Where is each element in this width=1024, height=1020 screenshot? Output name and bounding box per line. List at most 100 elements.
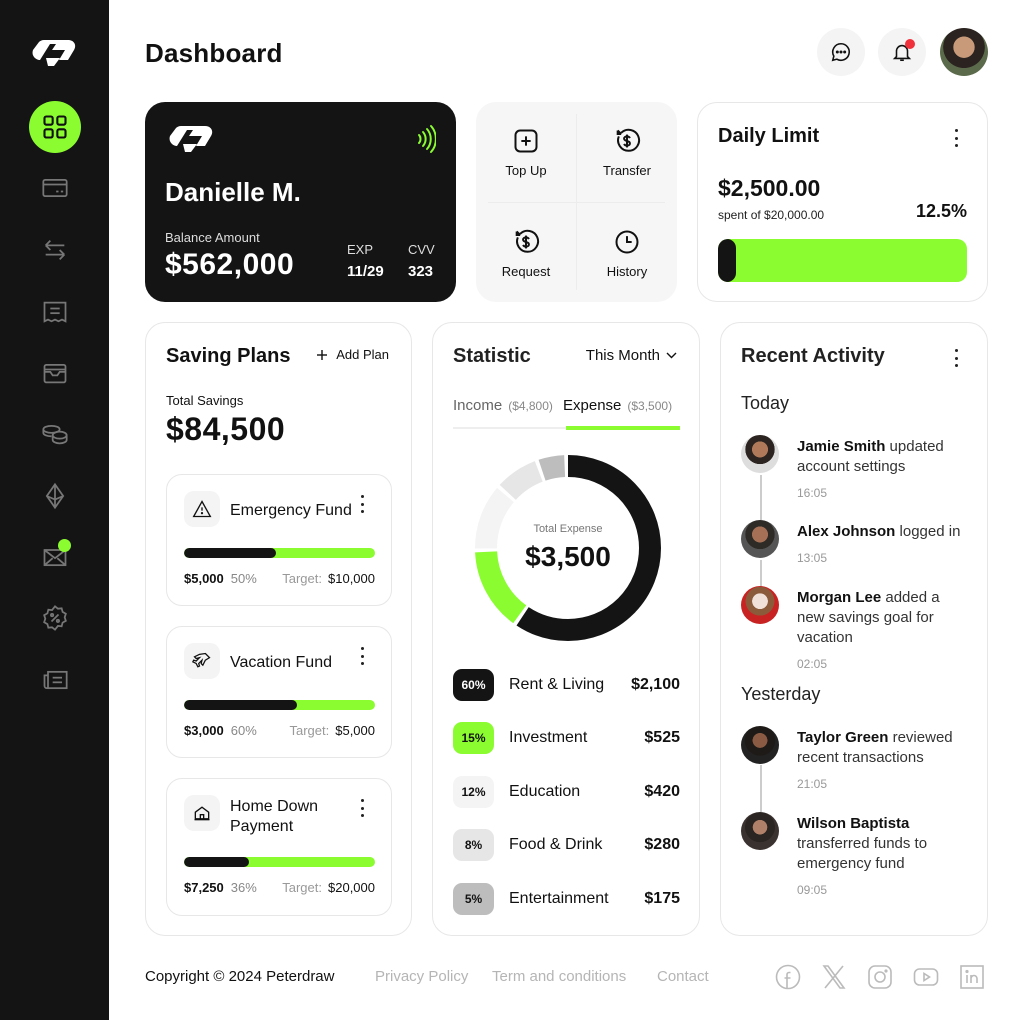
daily-limit-progress [718, 239, 967, 282]
period-dropdown[interactable]: This Month [586, 347, 677, 364]
sidebar-item-news[interactable] [29, 654, 81, 706]
more-options-icon[interactable] [359, 647, 365, 665]
group-label-today: Today [741, 393, 790, 413]
cvv-label: CVV [408, 242, 435, 257]
more-options-icon[interactable] [953, 129, 959, 147]
sidebar-item-coins[interactable] [29, 408, 81, 460]
balance-label: Balance Amount [165, 230, 260, 245]
plan-target: $20,000 [328, 880, 375, 895]
wallet-icon [43, 363, 67, 384]
legend-name: Entertainment [509, 890, 609, 907]
plan-card[interactable]: Home Down Payment $7,250 36% Target: $20… [166, 778, 392, 916]
plan-saved: $3,000 [184, 723, 224, 738]
total-expense-value: $3,500 [525, 541, 611, 572]
more-options-icon[interactable] [359, 495, 365, 513]
avatar [741, 435, 779, 473]
plan-name: Emergency Fund [230, 502, 352, 519]
sidebar-item-dashboard[interactable] [29, 101, 81, 153]
tab-amount: ($3,500) [627, 399, 673, 413]
facebook-icon[interactable] [775, 964, 801, 990]
transfer-button[interactable]: Transfer [577, 102, 677, 202]
tab-label: Expense [563, 397, 622, 414]
exp-value: 11/29 [347, 263, 384, 280]
activity-text: Morgan Lee added a new savings goal for … [797, 588, 962, 674]
terms-link[interactable]: Term and conditions [492, 968, 627, 985]
tab-expense[interactable]: Expense ($3,500) [563, 397, 672, 414]
plan-target: $5,000 [335, 723, 375, 738]
income-expense-tabs: Income ($4,800) Expense ($3,500) [453, 397, 680, 430]
legend-name: Education [509, 783, 581, 800]
history-button[interactable]: History [577, 203, 677, 303]
instagram-icon[interactable] [867, 964, 893, 990]
legend-item: 5% Entertainment $175 [453, 883, 680, 915]
legend-amount: $175 [644, 890, 680, 907]
plan-card[interactable]: Emergency Fund $5,000 50% Target: $10,00… [166, 474, 392, 606]
more-options-icon[interactable] [953, 349, 959, 367]
discount-badge-icon [43, 605, 67, 631]
messages-button[interactable] [817, 28, 865, 76]
plan-percent: 36% [230, 880, 257, 895]
actor-name: Alex Johnson [797, 523, 896, 540]
user-avatar[interactable] [940, 28, 988, 76]
expense-donut-chart [475, 455, 661, 641]
plan-card[interactable]: Vacation Fund $3,000 60% Target: $5,000 [166, 626, 392, 758]
tab-amount: ($4,800) [508, 399, 553, 413]
more-options-icon[interactable] [359, 799, 365, 817]
copyright: Copyright © 2024 Peterdraw [145, 968, 335, 985]
contact-link[interactable]: Contact [657, 968, 709, 985]
x-icon[interactable] [821, 964, 847, 990]
brand-logo-icon[interactable] [30, 36, 78, 68]
quick-actions: Top Up Transfer Request History [476, 102, 677, 302]
sidebar-item-wallet[interactable] [29, 347, 81, 399]
coins-icon [42, 424, 68, 445]
sidebar-item-receipts[interactable] [29, 286, 81, 338]
messages-badge [58, 539, 71, 552]
plan-saved: $7,250 [184, 880, 224, 895]
avatar [741, 520, 779, 558]
sidebar-item-cards[interactable] [29, 162, 81, 214]
tab-income[interactable]: Income ($4,800) [453, 397, 553, 414]
daily-limit-percent: 12.5% [915, 201, 967, 221]
active-tab-indicator [566, 426, 680, 430]
brand-logo-icon [169, 126, 213, 152]
plan-meta: $7,250 36% Target: $20,000 [184, 880, 375, 895]
sidebar-item-transfer[interactable] [29, 224, 81, 276]
sidebar-item-crypto[interactable] [29, 470, 81, 522]
privacy-policy-link[interactable]: Privacy Policy [375, 968, 469, 985]
activity-text: Jamie Smith updated account settings 16:0… [797, 437, 962, 503]
linkedin-icon[interactable] [959, 964, 985, 990]
chevron-down-icon [666, 352, 677, 359]
dashboard-grid-icon [43, 115, 67, 139]
sidebar-item-messages[interactable] [29, 531, 81, 583]
avatar [741, 726, 779, 764]
legend-item: 60% Rent & Living $2,100 [453, 669, 680, 701]
target-label: Target: [289, 723, 330, 738]
credit-card-icon [42, 178, 68, 198]
top-up-button[interactable]: Top Up [476, 102, 576, 202]
bank-card[interactable]: Danielle M. Balance Amount $562,000 EXP … [145, 102, 456, 302]
plan-icon [184, 643, 220, 679]
action-text: transferred funds to emergency fund [797, 835, 928, 872]
period-value: This Month [585, 347, 660, 364]
plan-icon [184, 795, 220, 831]
legend-amount: $280 [644, 836, 680, 853]
plan-target: $10,000 [328, 571, 375, 586]
add-plan-label: Add Plan [336, 347, 389, 362]
activity-time: 21:05 [797, 777, 828, 791]
page-title: Dashboard [145, 38, 283, 68]
plan-name: Vacation Fund [230, 654, 332, 671]
activity-time: 16:05 [797, 486, 828, 500]
action-text: reviewed recent transactions [797, 729, 953, 766]
notifications-button[interactable] [878, 28, 926, 76]
activity-time: 13:05 [797, 551, 828, 565]
saving-plans-panel: Saving Plans Add Plan Total Savings $84,… [145, 322, 412, 936]
youtube-icon[interactable] [913, 964, 939, 990]
daily-limit-panel: Daily Limit $2,500.00 spent of $20,000.0… [697, 102, 988, 302]
actor-name: Wilson Baptista [797, 815, 910, 832]
news-icon [43, 670, 68, 690]
avatar [741, 586, 779, 624]
sidebar-item-offers[interactable] [29, 592, 81, 644]
add-plan-button[interactable]: Add Plan [316, 347, 389, 362]
request-button[interactable]: Request [476, 203, 576, 303]
home-icon [194, 806, 210, 821]
